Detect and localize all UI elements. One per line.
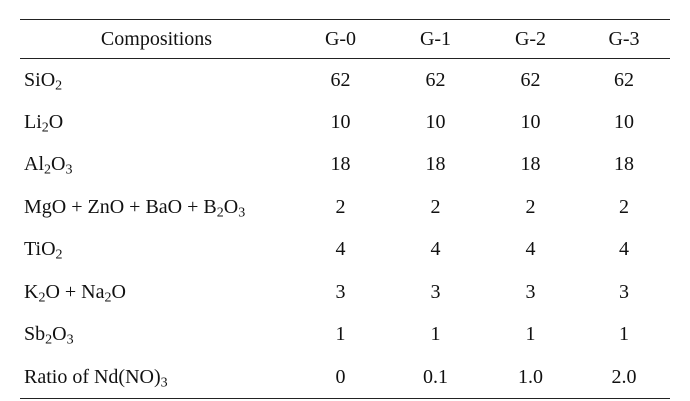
value-cell-g2: 10 [520, 110, 541, 133]
header-g1: G-1 [419, 27, 452, 50]
composition-name-subscript: 2 [41, 120, 49, 136]
table-header-row: Compositions G-0 G-1 G-2 G-3 [20, 19, 670, 59]
table-row: Li2O 10 10 10 10 [20, 101, 670, 144]
composition-name-subscript: 2 [55, 78, 63, 93]
composition-table: Compositions G-0 G-1 G-2 G-3 SiO2 62 62 62 6… [20, 19, 670, 399]
composition-name-text: O [40, 68, 56, 91]
composition-name: Li2O [20, 101, 293, 144]
composition-name-text: O [48, 110, 64, 133]
value-cell-g2: 1 [525, 323, 536, 346]
composition-name-text: O + Na [45, 280, 105, 303]
composition-name-text: Si [24, 68, 41, 91]
composition-name-subscript: 3 [65, 162, 73, 178]
table-row: Al2O3 18 18 18 18 [20, 144, 670, 187]
composition-name: SiO2 [20, 59, 293, 102]
composition-name-text: MgO + ZnO + BaO + B [24, 195, 217, 218]
composition-name-text: O [52, 323, 67, 346]
composition-name-text: Li [24, 110, 42, 133]
header-g3: G-3 [608, 27, 640, 50]
value-cell-g0: 1 [335, 323, 346, 346]
composition-name-text: O [223, 195, 239, 218]
value-cell-g1: 1 [430, 323, 441, 346]
value-cell-g1: 3 [430, 280, 441, 303]
value-cell-g3: 2 [619, 195, 629, 218]
value-cell-g0: 62 [330, 68, 351, 91]
value-cell-g1: 4 [430, 238, 441, 261]
composition-name-subscript: 2 [38, 290, 46, 306]
header-compositions: Compositions [100, 27, 213, 50]
composition-name-text: O [41, 238, 56, 261]
value-cell-g1: 62 [425, 68, 446, 91]
composition-name-text: Ratio of Nd(NO [24, 365, 154, 388]
value-cell-g0: 3 [335, 280, 346, 303]
composition-name-text: Al [24, 153, 44, 176]
composition-name-text: K [24, 280, 39, 303]
table-row: TiO2 4 4 4 4 [20, 229, 670, 272]
composition-name: Sb2O3 [20, 314, 293, 357]
composition-name-subscript: 2 [104, 290, 112, 306]
composition-name: K2O + Na2O [20, 271, 293, 314]
value-cell-g3: 18 [614, 153, 634, 176]
value-cell-g2: 18 [520, 153, 541, 176]
table-row: MgO + ZnO + BaO + B2O3 2 2 2 2 [20, 186, 670, 229]
value-cell-g3: 62 [614, 68, 634, 91]
composition-name-subscript: 3 [238, 205, 246, 221]
value-cell-g1: 10 [425, 110, 446, 133]
composition-name-subscript: 2 [216, 205, 224, 221]
value-cell-g2: 62 [520, 68, 541, 91]
composition-name-text: ) [153, 365, 161, 388]
composition-name-subscript: 2 [55, 247, 63, 263]
value-cell-g0: 4 [335, 238, 346, 261]
header-g2: G-2 [514, 27, 547, 50]
value-cell-g0: 2 [335, 195, 346, 218]
composition-name-text: O [51, 153, 66, 176]
composition-name: Al2O3 [20, 144, 293, 187]
value-cell-g0: 18 [330, 153, 351, 176]
composition-name-text: O [111, 280, 126, 303]
value-cell-g2: 4 [525, 238, 536, 261]
value-cell-g3: 1 [619, 323, 629, 346]
table-row: Sb2O3 1 1 1 1 [20, 314, 670, 357]
composition-name-subscript: 2 [45, 332, 53, 348]
value-cell-g1: 2 [430, 195, 441, 218]
composition-name-subscript: 3 [160, 375, 168, 390]
table-body: SiO2 62 62 62 62 Li2O 10 10 10 10 Al2O3 18 18 18 18 MgO… [20, 59, 670, 399]
value-cell-g0: 0 [335, 365, 346, 388]
composition-name-subscript: 2 [44, 162, 51, 178]
value-cell-g1: 0.1 [423, 365, 448, 388]
value-cell-g3: 2.0 [611, 365, 637, 388]
table-row: K2O + Na2O 3 3 3 3 [20, 271, 670, 314]
value-cell-g1: 18 [425, 153, 446, 176]
value-cell-g2: 1.0 [518, 365, 543, 388]
composition-name-subscript: 3 [66, 332, 74, 348]
table-row: Ratio of Nd(NO)3 0 0.1 1.0 2.0 [20, 356, 670, 399]
composition-name: MgO + ZnO + BaO + B2O3 [20, 186, 293, 229]
composition-table-container: Compositions G-0 G-1 G-2 G-3 SiO2 62 62 62 6… [20, 19, 670, 399]
composition-name: Ratio of Nd(NO)3 [20, 356, 293, 399]
value-cell-g0: 10 [330, 110, 351, 133]
composition-name: TiO2 [20, 229, 293, 272]
composition-name-text: Sb [24, 323, 46, 346]
composition-name-text: Ti [24, 238, 42, 261]
value-cell-g2: 2 [525, 195, 536, 218]
table-row: SiO2 62 62 62 62 [20, 59, 670, 102]
value-cell-g2: 3 [525, 280, 536, 303]
header-g0: G-0 [324, 27, 357, 50]
value-cell-g3: 3 [619, 280, 629, 303]
value-cell-g3: 10 [614, 110, 634, 133]
value-cell-g3: 4 [619, 238, 629, 261]
